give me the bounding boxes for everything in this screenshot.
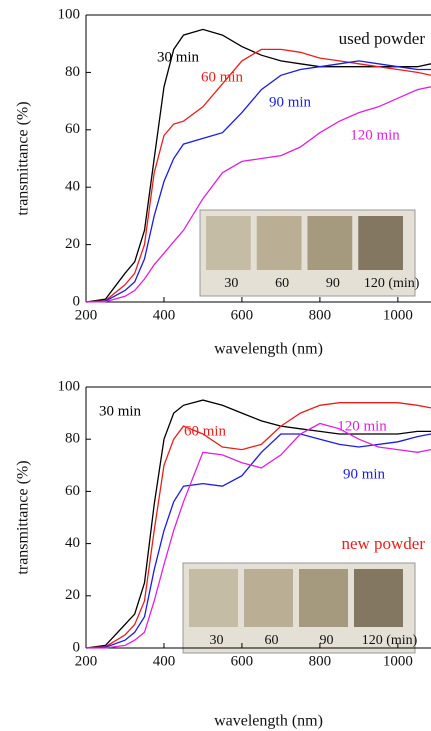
series-label: 90 min [343,466,386,482]
inset-photo [354,569,403,627]
series-line [86,422,431,649]
panel-annotation: used powder [339,29,426,48]
x-tick-label: 200 [75,653,98,669]
y-axis-label: transmittance (%) [15,101,32,215]
x-tick-label: 800 [309,307,332,323]
y-tick-label: 100 [58,6,81,22]
series-label: 60 min [184,423,227,439]
y-tick-label: 80 [65,64,80,80]
inset-label: 30 [224,276,238,291]
inset-label: 30 [210,633,224,648]
series-line [85,433,431,649]
x-axis-label: wavelength (nm) [214,713,323,730]
series-line [85,402,431,649]
inset-photo [256,216,302,270]
x-tick-label: 200 [75,307,98,323]
series-line [85,86,431,303]
x-tick-label: 1000 [383,653,413,669]
inset-photo [299,569,348,627]
x-tick-label: 600 [231,307,254,323]
y-tick-label: 20 [65,587,80,603]
series-label: 120 min [337,418,387,434]
inset-label: 60 [275,276,289,291]
x-axis-label: wavelength (nm) [214,341,323,358]
y-tick-label: 0 [73,639,81,655]
y-axis-label: transmittance (%) [15,460,32,574]
y-tick-label: 60 [65,121,80,137]
y-tick-label: 100 [58,378,81,394]
inset-label: 120 (min) [362,633,418,648]
inset-photo [189,569,238,627]
x-tick-label: 600 [231,653,254,669]
inset-label: 120 (min) [364,276,420,291]
y-tick-label: 40 [65,535,80,551]
series-line [85,60,431,303]
y-tick-label: 40 [65,179,80,195]
inset-photo [244,569,293,627]
series-line [85,48,431,303]
y-tick-label: 80 [65,431,80,447]
y-tick-label: 0 [73,293,81,309]
series-label: 120 min [350,127,400,143]
x-tick-label: 800 [309,653,332,669]
x-tick-label: 400 [153,307,176,323]
series-line [85,399,431,649]
y-tick-label: 20 [65,236,80,252]
series-label: 30 min [157,49,200,65]
x-tick-label: 400 [153,653,176,669]
inset-label: 60 [265,633,279,648]
x-tick-label: 1000 [383,307,413,323]
inset-label: 90 [326,276,340,291]
inset-photo [206,216,251,270]
inset-label: 90 [320,633,334,648]
series-label: 90 min [269,94,312,110]
series-label: 60 min [201,69,244,85]
y-tick-label: 60 [65,483,80,499]
inset-photo [307,216,353,270]
series-label: 30 min [99,403,142,419]
series-line [85,28,431,303]
panel-annotation: new powder [341,534,425,553]
inset-photo [358,216,403,270]
